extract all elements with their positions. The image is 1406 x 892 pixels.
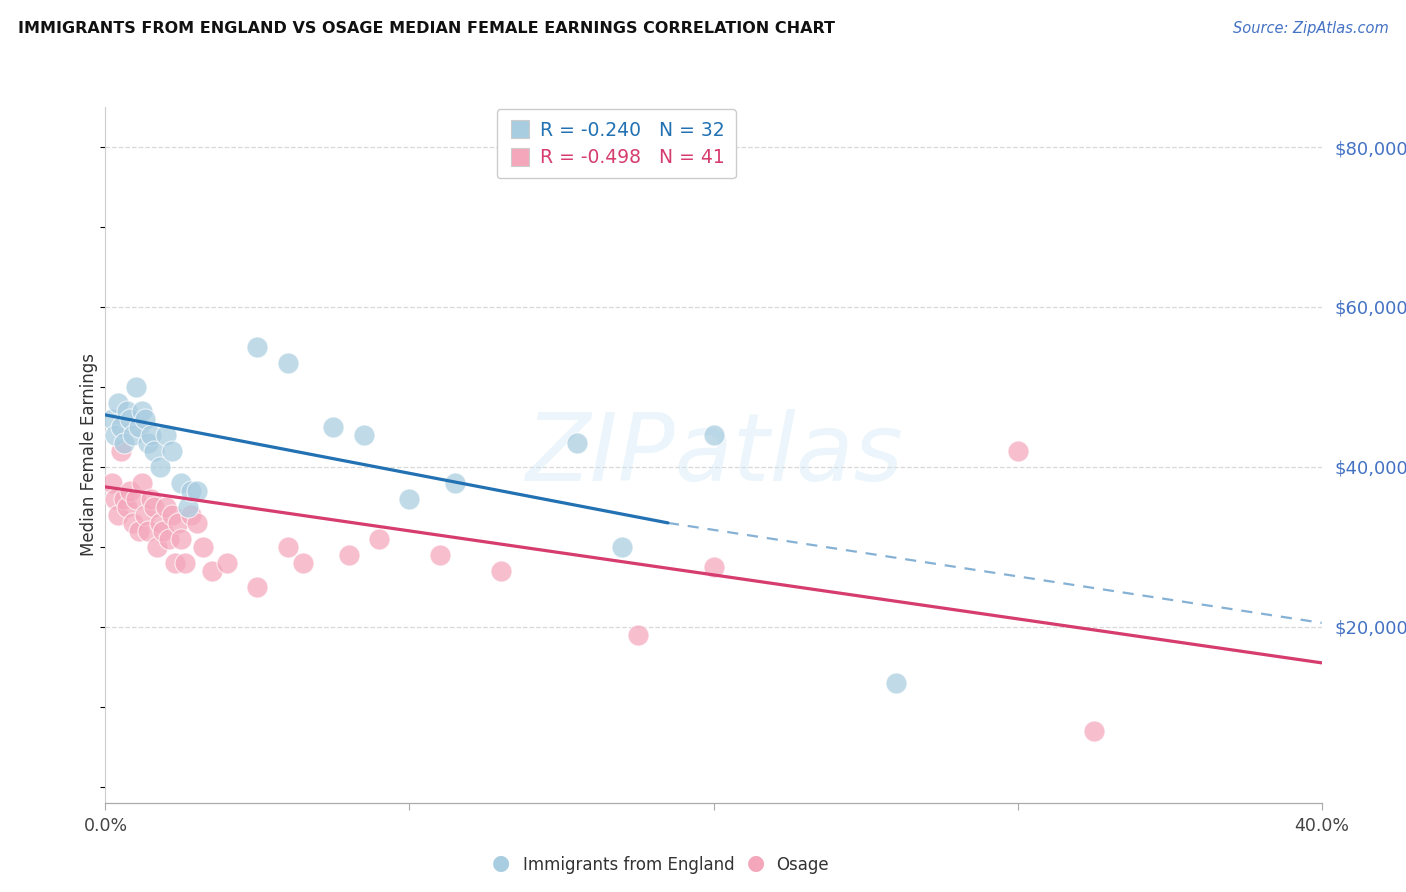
Point [143,444,166,458]
Point [246,340,269,354]
Text: Osage: Osage [776,856,828,874]
Point [134,412,156,426]
Text: ●: ● [748,854,765,873]
Point [110,444,132,458]
Point [444,475,467,490]
Point [217,556,239,570]
Point [277,540,299,554]
Point [136,436,159,450]
Point [173,556,195,570]
Point [152,524,174,538]
Point [139,491,162,506]
Point [125,491,148,506]
Point [429,548,451,562]
Point [191,540,214,554]
Point [115,404,138,418]
Point [136,524,159,538]
Point [134,508,156,522]
Point [246,580,269,594]
Point [201,564,224,578]
Y-axis label: Median Female Earnings: Median Female Earnings [80,353,98,557]
Point [180,483,202,498]
Point [277,356,299,370]
Point [149,459,172,474]
Point [103,491,125,506]
Point [146,540,169,554]
Point [626,628,648,642]
Point [121,428,143,442]
Point [398,491,420,506]
Point [118,483,141,498]
Point [110,420,132,434]
Point [139,428,162,442]
Text: Immigrants from England: Immigrants from England [523,856,735,874]
Point [131,404,153,418]
Point [165,556,187,570]
Point [322,420,344,434]
Text: ●: ● [492,854,509,873]
Point [131,475,153,490]
Point [186,516,208,530]
Point [157,532,180,546]
Point [162,508,184,522]
Point [107,396,129,410]
Text: ZIPatlas: ZIPatlas [524,409,903,500]
Legend: R = -0.240   N = 32, R = -0.498   N = 41: R = -0.240 N = 32, R = -0.498 N = 41 [496,110,735,178]
Point [115,500,138,514]
Point [170,532,193,546]
Point [167,516,190,530]
Point [100,412,122,426]
Point [368,532,391,546]
Point [176,500,198,514]
Point [180,508,202,522]
Point [128,420,150,434]
Point [1007,444,1029,458]
Point [1083,723,1105,738]
Point [337,548,360,562]
Point [353,428,375,442]
Point [702,428,725,442]
Point [100,475,122,490]
Point [143,500,166,514]
Point [612,540,634,554]
Point [884,676,907,690]
Point [125,380,148,394]
Point [155,428,177,442]
Point [170,475,193,490]
Point [155,500,177,514]
Point [702,560,725,574]
Point [112,491,135,506]
Point [162,444,184,458]
Point [128,524,150,538]
Point [186,483,208,498]
Point [118,412,141,426]
Point [292,556,315,570]
Text: Source: ZipAtlas.com: Source: ZipAtlas.com [1233,21,1389,36]
Point [112,436,135,450]
Point [565,436,588,450]
Point [489,564,512,578]
Text: IMMIGRANTS FROM ENGLAND VS OSAGE MEDIAN FEMALE EARNINGS CORRELATION CHART: IMMIGRANTS FROM ENGLAND VS OSAGE MEDIAN … [18,21,835,36]
Point [121,516,143,530]
Point [149,516,172,530]
Point [107,508,129,522]
Point [103,428,125,442]
